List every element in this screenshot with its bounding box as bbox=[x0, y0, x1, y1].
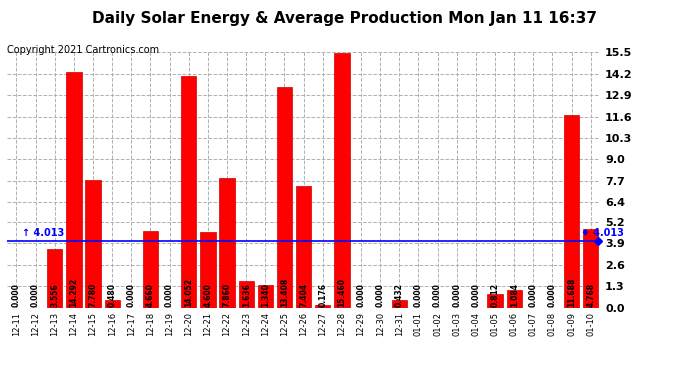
Text: 0.000: 0.000 bbox=[375, 283, 384, 307]
Text: 0.432: 0.432 bbox=[395, 283, 404, 307]
Bar bbox=[315, 304, 331, 307]
Text: 4.660: 4.660 bbox=[146, 283, 155, 307]
Text: 0.000: 0.000 bbox=[471, 283, 480, 307]
Text: 13.408: 13.408 bbox=[280, 278, 289, 307]
Text: 7.860: 7.860 bbox=[223, 282, 232, 307]
Bar bbox=[506, 290, 522, 308]
Text: 0.000: 0.000 bbox=[12, 283, 21, 307]
Text: 0.000: 0.000 bbox=[165, 283, 174, 307]
Bar bbox=[47, 249, 62, 308]
Text: 4.600: 4.600 bbox=[204, 283, 213, 307]
Text: Daily Solar Energy & Average Production Mon Jan 11 16:37: Daily Solar Energy & Average Production … bbox=[92, 11, 598, 26]
Text: 14.052: 14.052 bbox=[184, 278, 193, 307]
Text: Copyright 2021 Cartronics.com: Copyright 2021 Cartronics.com bbox=[7, 45, 159, 55]
Bar bbox=[143, 231, 158, 308]
Text: ↑ 4.013: ↑ 4.013 bbox=[22, 228, 64, 238]
Bar bbox=[104, 300, 120, 307]
Text: 0.000: 0.000 bbox=[357, 283, 366, 307]
Text: 0.176: 0.176 bbox=[318, 283, 327, 307]
Bar bbox=[86, 180, 101, 308]
Text: 14.292: 14.292 bbox=[70, 278, 79, 307]
Text: 4.768: 4.768 bbox=[586, 282, 595, 307]
Text: 11.688: 11.688 bbox=[567, 277, 576, 307]
Bar bbox=[277, 87, 292, 308]
Text: ♦ 4.013: ♦ 4.013 bbox=[581, 228, 624, 238]
Text: 0.000: 0.000 bbox=[548, 283, 557, 307]
Text: 0.000: 0.000 bbox=[452, 283, 461, 307]
Bar bbox=[257, 285, 273, 308]
Text: 0.000: 0.000 bbox=[127, 283, 136, 307]
Bar bbox=[239, 280, 254, 308]
Text: 0.480: 0.480 bbox=[108, 283, 117, 307]
Text: 1.340: 1.340 bbox=[261, 283, 270, 307]
Text: 3.556: 3.556 bbox=[50, 283, 59, 307]
Bar bbox=[564, 115, 579, 308]
Bar bbox=[334, 53, 350, 307]
Bar bbox=[487, 294, 503, 307]
Bar bbox=[583, 229, 598, 308]
Bar bbox=[392, 300, 407, 307]
Text: 1.084: 1.084 bbox=[510, 283, 519, 307]
Text: 1.636: 1.636 bbox=[241, 283, 250, 307]
Bar bbox=[200, 232, 215, 308]
Bar bbox=[181, 76, 197, 308]
Text: 7.780: 7.780 bbox=[88, 282, 97, 307]
Text: 0.812: 0.812 bbox=[491, 283, 500, 307]
Text: 0.000: 0.000 bbox=[414, 283, 423, 307]
Bar bbox=[296, 186, 311, 308]
Bar bbox=[66, 72, 81, 308]
Bar bbox=[219, 178, 235, 308]
Text: 15.460: 15.460 bbox=[337, 278, 346, 307]
Text: 0.000: 0.000 bbox=[433, 283, 442, 307]
Text: 0.000: 0.000 bbox=[529, 283, 538, 307]
Text: 7.404: 7.404 bbox=[299, 283, 308, 307]
Text: 0.000: 0.000 bbox=[31, 283, 40, 307]
